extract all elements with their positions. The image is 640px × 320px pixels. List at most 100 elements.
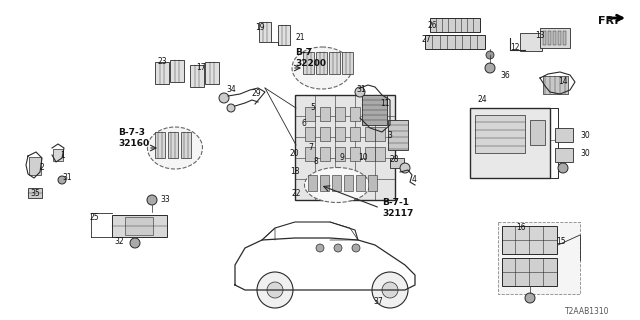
Text: 13: 13 — [535, 31, 545, 41]
Circle shape — [147, 195, 157, 205]
Bar — [375, 127, 385, 141]
Text: 7: 7 — [308, 143, 313, 153]
Text: 5: 5 — [310, 103, 315, 113]
Circle shape — [227, 104, 235, 112]
Text: 34: 34 — [226, 85, 236, 94]
Bar — [342, 52, 353, 74]
Text: T2AAB1310: T2AAB1310 — [565, 308, 609, 316]
Ellipse shape — [292, 47, 352, 89]
Text: 12: 12 — [510, 44, 520, 52]
Bar — [335, 107, 345, 121]
Circle shape — [382, 282, 398, 298]
Bar — [365, 107, 375, 121]
Ellipse shape — [147, 127, 202, 169]
Circle shape — [558, 163, 568, 173]
Text: 23: 23 — [157, 58, 166, 67]
Bar — [362, 95, 387, 125]
Bar — [390, 158, 404, 168]
Bar — [335, 127, 345, 141]
Bar — [335, 147, 345, 161]
Bar — [155, 132, 165, 158]
Bar — [430, 18, 480, 32]
Bar — [543, 76, 568, 94]
Bar — [112, 215, 167, 237]
Text: 33: 33 — [160, 196, 170, 204]
Circle shape — [485, 63, 495, 73]
Bar — [356, 175, 365, 191]
Bar — [278, 25, 290, 45]
Bar — [540, 28, 570, 48]
Bar — [553, 31, 556, 45]
Text: 4: 4 — [412, 175, 417, 185]
Bar — [375, 147, 385, 161]
Text: 22: 22 — [292, 189, 301, 198]
Text: 26: 26 — [428, 21, 438, 30]
Text: 32: 32 — [114, 237, 124, 246]
Bar — [555, 128, 573, 142]
Text: B-7-3
32160: B-7-3 32160 — [118, 128, 149, 148]
Text: 10: 10 — [358, 154, 367, 163]
Bar — [365, 127, 375, 141]
Bar — [170, 60, 184, 82]
Text: 30: 30 — [580, 132, 589, 140]
Bar — [320, 107, 330, 121]
Bar — [555, 148, 573, 162]
Text: FR.: FR. — [598, 16, 618, 26]
Text: 37: 37 — [373, 298, 383, 307]
Circle shape — [486, 51, 494, 59]
Bar — [502, 226, 557, 254]
Bar — [329, 52, 340, 74]
Bar — [425, 35, 485, 49]
Bar — [388, 120, 408, 150]
Bar — [475, 115, 525, 153]
Bar — [308, 175, 317, 191]
Bar — [205, 62, 219, 84]
Text: 24: 24 — [477, 95, 486, 105]
Bar — [368, 175, 377, 191]
Circle shape — [219, 93, 229, 103]
Bar — [181, 132, 191, 158]
Text: 11: 11 — [380, 100, 390, 108]
Text: 19: 19 — [255, 23, 264, 33]
Circle shape — [316, 244, 324, 252]
Bar — [28, 188, 42, 198]
Bar — [502, 258, 557, 286]
Bar — [316, 52, 327, 74]
Circle shape — [400, 163, 410, 173]
Ellipse shape — [305, 167, 369, 203]
Bar — [125, 217, 153, 235]
Bar — [53, 149, 63, 161]
Text: 35: 35 — [30, 189, 40, 198]
Text: 27: 27 — [422, 36, 431, 44]
Text: 31: 31 — [62, 173, 72, 182]
Text: 29: 29 — [252, 90, 262, 99]
Text: 28: 28 — [390, 156, 399, 164]
Bar — [470, 108, 550, 178]
Bar — [350, 107, 360, 121]
Text: 20: 20 — [289, 149, 299, 158]
Bar — [344, 175, 353, 191]
Bar — [548, 31, 551, 45]
Bar — [320, 147, 330, 161]
Circle shape — [525, 293, 535, 303]
Text: 21: 21 — [295, 34, 305, 43]
Bar — [155, 62, 169, 84]
Bar — [350, 147, 360, 161]
Text: 18: 18 — [290, 167, 300, 177]
Text: B-7-1
32117: B-7-1 32117 — [382, 198, 413, 218]
Text: 2: 2 — [40, 164, 45, 172]
Text: 16: 16 — [516, 223, 525, 233]
Text: 15: 15 — [556, 237, 566, 246]
Text: 36: 36 — [500, 71, 509, 81]
Bar — [543, 31, 546, 45]
Bar — [320, 175, 329, 191]
Text: B-7
32200: B-7 32200 — [295, 48, 326, 68]
Bar — [320, 127, 330, 141]
Bar — [305, 147, 315, 161]
Text: 9: 9 — [340, 154, 345, 163]
Bar — [498, 222, 580, 294]
Bar — [259, 22, 271, 42]
Bar — [190, 65, 204, 87]
Bar — [563, 31, 566, 45]
Circle shape — [372, 272, 408, 308]
